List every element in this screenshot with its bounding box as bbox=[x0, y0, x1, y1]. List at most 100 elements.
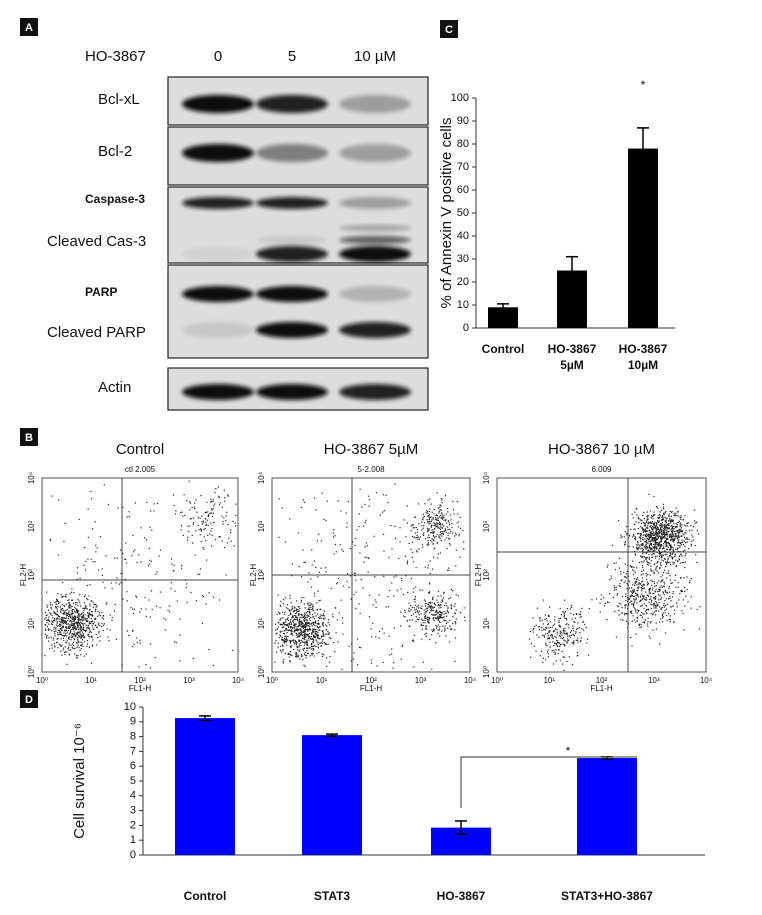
event-dot bbox=[633, 535, 635, 537]
event-dot bbox=[563, 639, 565, 641]
event-dot bbox=[684, 546, 686, 548]
event-dot bbox=[653, 534, 655, 536]
event-dot bbox=[56, 610, 59, 613]
event-dot bbox=[552, 624, 554, 626]
event-dot bbox=[666, 535, 668, 537]
event-dot bbox=[683, 540, 685, 542]
event-dot bbox=[551, 637, 553, 639]
event-dot bbox=[664, 525, 666, 527]
event-dot bbox=[439, 552, 441, 554]
event-dot bbox=[677, 511, 679, 513]
event-dot bbox=[433, 619, 435, 622]
event-dot bbox=[286, 638, 288, 640]
event-dot bbox=[213, 521, 215, 523]
event-dot bbox=[411, 556, 413, 558]
event-dot bbox=[439, 617, 441, 619]
event-dot bbox=[54, 632, 56, 635]
event-dot bbox=[115, 582, 117, 584]
event-dot bbox=[60, 594, 62, 596]
event-dot bbox=[410, 578, 412, 580]
event-dot bbox=[564, 640, 566, 642]
annotation: * bbox=[566, 744, 571, 758]
event-dot bbox=[87, 621, 89, 623]
event-dot bbox=[281, 644, 283, 646]
event-dot bbox=[669, 575, 671, 577]
blot-band bbox=[182, 197, 254, 209]
event-dot bbox=[631, 612, 633, 614]
event-dot bbox=[303, 626, 305, 628]
event-dot bbox=[317, 624, 319, 626]
event-dot bbox=[444, 604, 446, 607]
event-dot bbox=[640, 611, 643, 613]
event-dot bbox=[452, 509, 455, 511]
event-dot bbox=[80, 636, 82, 638]
event-dot bbox=[608, 601, 610, 603]
event-dot bbox=[654, 555, 657, 557]
event-dot bbox=[413, 536, 416, 538]
event-dot bbox=[73, 628, 75, 630]
event-dot bbox=[354, 572, 356, 574]
event-dot bbox=[656, 603, 658, 606]
event-dot bbox=[660, 545, 662, 548]
event-dot bbox=[213, 505, 215, 507]
event-dot bbox=[665, 522, 667, 524]
event-dot bbox=[321, 642, 323, 644]
event-dot bbox=[440, 615, 442, 617]
event-dot bbox=[124, 578, 126, 581]
panel-letter-box bbox=[20, 428, 38, 446]
event-dot bbox=[587, 654, 590, 656]
event-dot bbox=[656, 546, 658, 548]
event-dot bbox=[686, 576, 688, 578]
event-dot bbox=[672, 557, 674, 559]
event-dot bbox=[645, 544, 647, 546]
event-dot bbox=[401, 645, 403, 648]
event-dot bbox=[87, 613, 89, 615]
event-dot bbox=[314, 635, 316, 637]
flow-y-tick: 10² bbox=[482, 569, 491, 581]
event-dot bbox=[689, 530, 691, 532]
event-dot bbox=[663, 545, 665, 547]
event-dot bbox=[218, 536, 220, 538]
event-dot bbox=[58, 634, 60, 636]
event-dot bbox=[299, 632, 301, 634]
event-dot bbox=[442, 532, 444, 534]
event-dot bbox=[426, 611, 428, 613]
event-dot bbox=[631, 536, 634, 538]
event-dot bbox=[678, 536, 680, 538]
event-dot bbox=[420, 618, 422, 620]
event-dot bbox=[199, 568, 202, 570]
event-dot bbox=[647, 625, 649, 627]
event-dot bbox=[49, 613, 51, 615]
event-dot bbox=[293, 623, 295, 625]
event-dot bbox=[71, 621, 73, 623]
event-dot bbox=[677, 536, 679, 538]
event-dot bbox=[414, 611, 417, 613]
event-dot bbox=[606, 566, 608, 568]
event-dot bbox=[58, 630, 60, 632]
event-dot bbox=[77, 624, 79, 626]
event-dot bbox=[416, 529, 418, 531]
dose-label: 5 bbox=[288, 48, 296, 65]
event-dot bbox=[394, 537, 397, 540]
event-dot bbox=[387, 502, 389, 504]
event-dot bbox=[665, 541, 667, 543]
event-dot bbox=[651, 580, 653, 582]
event-dot bbox=[298, 623, 300, 625]
event-dot bbox=[655, 610, 657, 612]
event-dot bbox=[562, 632, 564, 634]
event-dot bbox=[572, 641, 574, 644]
event-dot bbox=[652, 629, 654, 631]
event-dot bbox=[71, 613, 73, 615]
event-dot bbox=[440, 540, 442, 542]
event-dot bbox=[666, 553, 668, 555]
event-dot bbox=[399, 527, 401, 529]
event-dot bbox=[674, 553, 676, 555]
event-dot bbox=[294, 610, 296, 612]
event-dot bbox=[678, 558, 680, 560]
event-dot bbox=[446, 537, 448, 539]
event-dot bbox=[576, 655, 578, 657]
event-dot bbox=[439, 534, 441, 536]
event-dot bbox=[638, 544, 640, 546]
event-dot bbox=[684, 549, 686, 551]
event-dot bbox=[672, 561, 674, 563]
